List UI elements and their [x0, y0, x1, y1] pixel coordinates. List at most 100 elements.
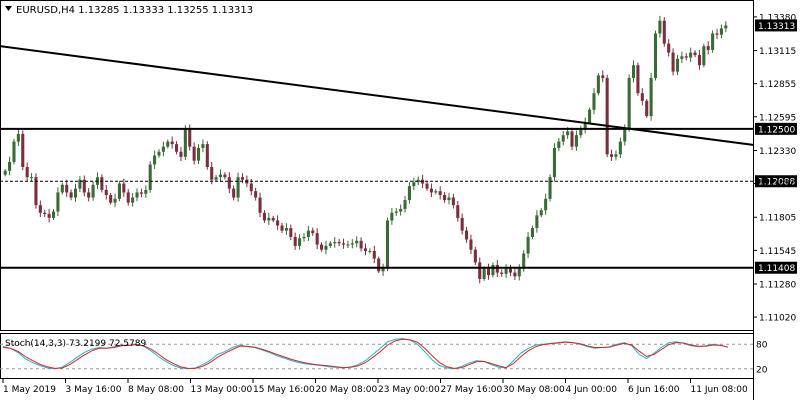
candle — [407, 182, 411, 204]
candle-body — [350, 243, 354, 245]
candle-body — [429, 188, 433, 193]
current-price-tag[interactable] — [755, 19, 797, 32]
trendline-layer[interactable] — [0, 45, 754, 146]
candle-body — [104, 189, 108, 195]
candle-body — [135, 192, 139, 198]
candle-body — [227, 177, 231, 189]
triangle-down-icon[interactable] — [5, 6, 12, 11]
candle — [302, 233, 306, 242]
candle — [271, 215, 275, 223]
candle-body — [675, 58, 680, 72]
candle — [131, 193, 135, 207]
candle — [473, 246, 477, 265]
candle-body — [539, 210, 543, 216]
candle-body — [557, 141, 561, 148]
candle — [227, 172, 231, 194]
candle — [262, 210, 266, 223]
candle — [21, 130, 25, 171]
candle — [284, 223, 288, 235]
candle — [500, 269, 504, 277]
candle — [3, 168, 7, 177]
candle-body — [434, 191, 438, 193]
candle-body — [267, 217, 271, 221]
candle — [73, 183, 78, 202]
candle — [51, 209, 56, 221]
candle-body — [16, 133, 20, 142]
candle-body — [697, 55, 701, 66]
candle-body — [30, 177, 34, 179]
candle-body — [495, 264, 499, 273]
stochastic-lines: 80 20 — [0, 337, 768, 375]
candle — [403, 195, 407, 213]
time-axis[interactable]: 1 May 2019 3 May 16:00 8 May 08:00 13 May 0… — [2, 379, 748, 395]
candle-body — [69, 192, 73, 198]
candle-body — [236, 177, 240, 198]
candle — [702, 43, 706, 68]
candle-body — [21, 133, 25, 167]
price-tick-label: 1.12595 — [759, 113, 796, 123]
candle — [30, 173, 34, 181]
price-panel[interactable] — [0, 0, 754, 331]
candle — [697, 49, 701, 70]
candle — [25, 162, 29, 182]
candle — [385, 217, 390, 272]
candle-body — [78, 179, 82, 189]
candle — [513, 268, 517, 280]
candle-body — [38, 205, 42, 213]
candle-body — [416, 179, 420, 183]
candle — [548, 174, 552, 202]
candle — [552, 143, 556, 182]
candle-body — [306, 230, 310, 237]
trendline[interactable] — [0, 45, 754, 146]
candle-body — [618, 141, 622, 155]
candle — [377, 256, 381, 274]
level-price-tag[interactable] — [755, 175, 797, 188]
candle — [192, 142, 196, 165]
candle-body — [684, 56, 688, 58]
candle-body — [658, 20, 662, 34]
candle — [12, 138, 16, 165]
candle-body — [407, 186, 411, 201]
candle-body — [258, 197, 262, 213]
candle-body — [579, 128, 583, 136]
candle-body — [205, 144, 209, 167]
level-price-tag[interactable] — [755, 122, 797, 135]
candle — [627, 74, 631, 132]
candle — [113, 193, 117, 208]
price-axis[interactable]: 1.13380 1.13115 1.12855 1.12595 1.12330 1.120… — [753, 13, 797, 324]
candle — [724, 21, 728, 33]
candle-body — [131, 197, 135, 203]
candle-body — [170, 141, 174, 145]
time-tick-label: 13 May 00:00 — [191, 385, 253, 395]
candle-body — [390, 212, 394, 221]
candle-body — [724, 25, 728, 29]
candle — [680, 51, 684, 64]
candle — [87, 188, 91, 202]
candle-body — [25, 167, 29, 178]
candle — [315, 228, 319, 250]
candle — [60, 182, 64, 195]
candle-body — [653, 33, 658, 78]
candle-body — [711, 33, 715, 50]
candle — [210, 161, 214, 185]
candle-body — [592, 93, 596, 110]
candle — [298, 234, 302, 250]
candle — [135, 188, 139, 202]
candle — [399, 204, 403, 216]
candle — [43, 209, 47, 217]
candle — [311, 227, 315, 236]
candle — [416, 176, 420, 186]
stochastic-panel[interactable] — [0, 333, 754, 379]
candle — [447, 192, 451, 205]
candle — [355, 236, 359, 248]
candle — [324, 240, 328, 255]
candle — [460, 213, 464, 235]
candle-body — [377, 258, 381, 272]
level-price-tag[interactable] — [755, 261, 797, 274]
candle-body — [126, 192, 130, 203]
candle — [394, 208, 398, 216]
candle — [561, 130, 565, 146]
candle — [465, 226, 469, 243]
